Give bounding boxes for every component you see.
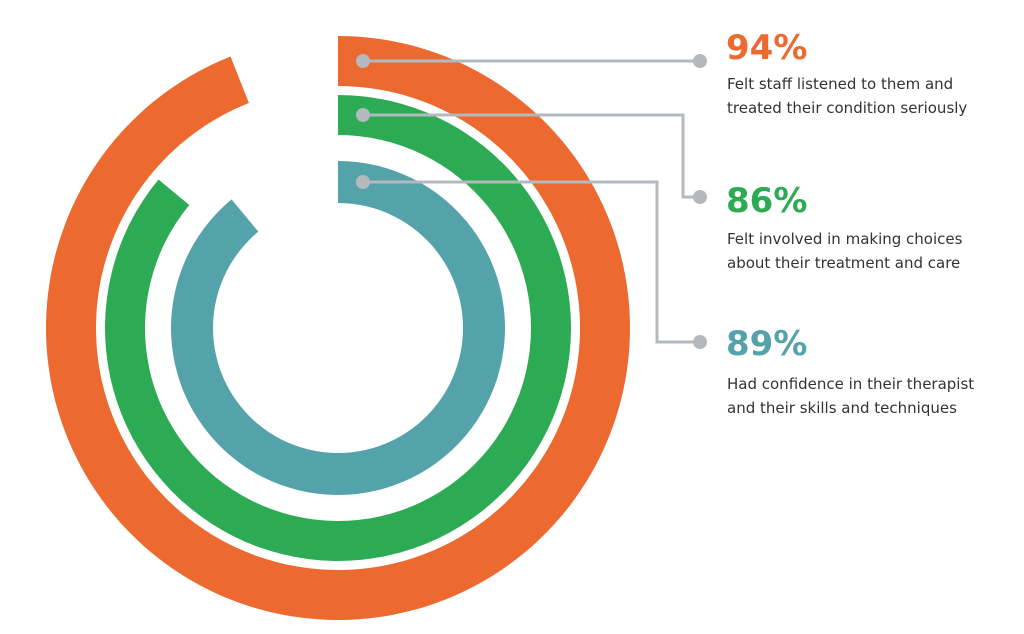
description-0-line-1: Felt staff listened to them and [727, 75, 954, 93]
value-label-1: 86% [726, 181, 808, 221]
description-2-line-2: and their skills and techniques [727, 399, 957, 417]
description-2: Had confidence in their therapist and th… [727, 372, 974, 420]
description-2-line-1: Had confidence in their therapist [727, 375, 975, 393]
description-1: Felt involved in making choices about th… [727, 227, 962, 275]
connector-end-dot-0 [693, 54, 707, 68]
description-1-line-2: about their treatment and care [727, 254, 961, 272]
connector-line-2 [363, 180, 700, 344]
connector-end-dot-2 [693, 335, 707, 349]
connector-start-dot-0 [356, 54, 370, 68]
connector-start-dot-1 [356, 108, 370, 122]
ring-arc-2 [171, 161, 506, 495]
description-0-line-2: treated their condition seriously [727, 99, 968, 117]
connector-line-1 [363, 113, 700, 199]
value-label-0: 94% [726, 28, 808, 68]
description-0: Felt staff listened to them and treated … [727, 72, 967, 120]
connector-start-dot-2 [356, 175, 370, 189]
value-label-2: 89% [726, 324, 808, 364]
ring-group [45, 36, 631, 620]
connector-end-dot-1 [693, 190, 707, 204]
description-1-line-1: Felt involved in making choices [727, 230, 963, 248]
connector-group [356, 54, 707, 349]
